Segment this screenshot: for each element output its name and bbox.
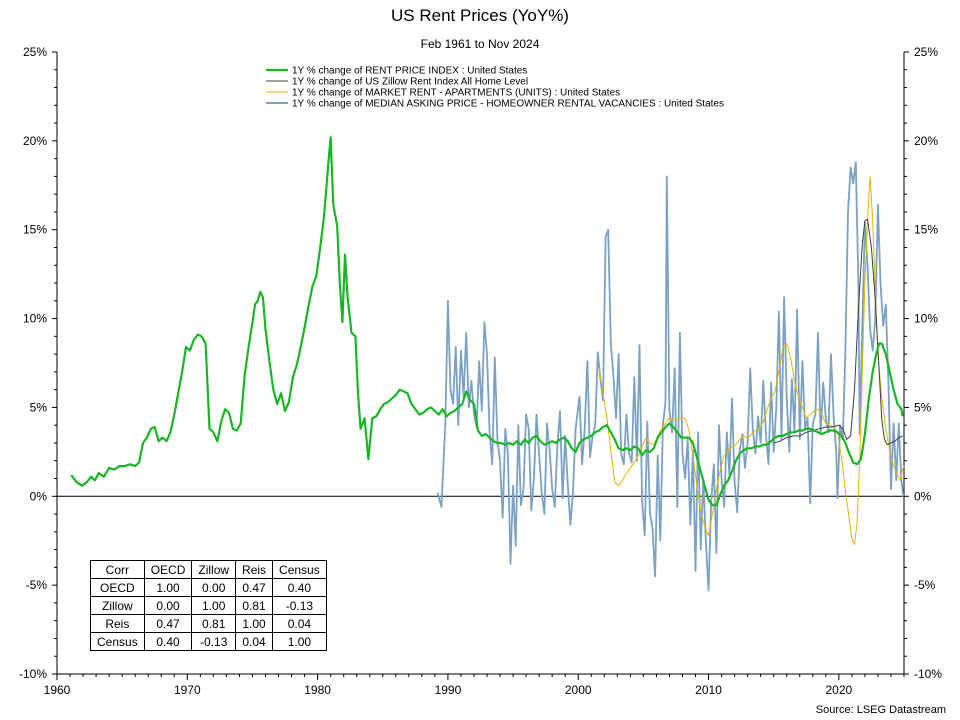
x-tick-label: 1980 — [304, 683, 331, 697]
chart-subtitle: Feb 1961 to Nov 2024 — [420, 37, 540, 51]
y-tick-label-right: 0% — [914, 489, 932, 503]
corr-cell: 0.00 — [191, 578, 237, 597]
legend-label: 1Y % change of RENT PRICE INDEX : United… — [292, 66, 527, 77]
corr-cell: 0.81 — [191, 614, 237, 633]
series-line-market-rent-apartments — [598, 175, 905, 545]
legend-label: 1Y % change of MEDIAN ASKING PRICE - HOM… — [292, 99, 724, 110]
y-tick-label-right: 5% — [914, 400, 932, 414]
corr-row: Reis 0.47 0.81 1.00 0.04 — [90, 614, 327, 633]
legend: 1Y % change of RENT PRICE INDEX : United… — [266, 66, 724, 110]
correlation-table: Corr OECD Zillow Reis Census OECD 1.00 0.00 0.47… — [90, 560, 327, 651]
y-tick-label-left: -5% — [26, 578, 48, 592]
axes: -10% -10% -5% -5% 0% 0% 5% 5% 10% 10% 15% 15% 20% 20%… — [19, 45, 942, 697]
legend-label: 1Y % change of US Zillow Rent Index All … — [292, 77, 528, 88]
series-lines — [70, 136, 905, 592]
corr-cell: Zillow — [90, 596, 145, 615]
corr-cell: 1.00 — [143, 578, 193, 597]
series-line-median-asking-price — [436, 161, 905, 592]
corr-header-cell: Reis — [235, 560, 274, 579]
series-line-rent-price-index — [70, 136, 904, 507]
y-tick-label-left: 25% — [23, 45, 47, 59]
y-tick-label-left: -10% — [19, 667, 47, 681]
y-tick-label-left: 0% — [30, 489, 48, 503]
corr-cell: -0.13 — [272, 596, 327, 615]
x-tick-label: 1960 — [44, 683, 71, 697]
corr-cell: Reis — [90, 614, 145, 633]
corr-header-cell: OECD — [143, 560, 193, 579]
corr-cell: OECD — [90, 578, 145, 597]
x-tick-label: 2010 — [695, 683, 722, 697]
corr-header-cell: Corr — [90, 560, 145, 579]
corr-row: Zillow 0.00 1.00 0.81 -0.13 — [90, 596, 327, 615]
corr-cell: 0.47 — [143, 614, 193, 633]
legend-label: 1Y % change of MARKET RENT - APARTMENTS … — [292, 88, 620, 99]
corr-cell: 0.04 — [272, 614, 327, 633]
y-tick-label-left: 20% — [23, 134, 47, 148]
y-tick-label-left: 15% — [23, 223, 47, 237]
series-line-zillow — [773, 218, 903, 446]
y-tick-label-right: 25% — [914, 45, 938, 59]
y-tick-label-right: -5% — [914, 578, 936, 592]
corr-cell: 1.00 — [272, 632, 327, 651]
corr-header-row: Corr OECD Zillow Reis Census — [90, 560, 327, 579]
chart-title: US Rent Prices (YoY%) — [391, 6, 569, 25]
corr-cell: 1.00 — [235, 614, 274, 633]
corr-cell: -0.13 — [191, 632, 237, 651]
y-tick-label-right: 20% — [914, 134, 938, 148]
corr-header-cell: Census — [272, 560, 327, 579]
corr-cell: 0.47 — [235, 578, 274, 597]
y-tick-label-right: 15% — [914, 223, 938, 237]
y-tick-label-left: 5% — [30, 400, 48, 414]
y-tick-label-right: -10% — [914, 667, 942, 681]
x-tick-label: 2020 — [825, 683, 852, 697]
corr-cell: 0.04 — [235, 632, 274, 651]
x-tick-label: 1970 — [174, 683, 201, 697]
corr-row: Census 0.40 -0.13 0.04 1.00 — [90, 632, 327, 651]
y-tick-label-left: 10% — [23, 312, 47, 326]
corr-row: OECD 1.00 0.00 0.47 0.40 — [90, 578, 327, 597]
corr-cell: 0.81 — [235, 596, 274, 615]
corr-cell: 0.00 — [143, 596, 193, 615]
corr-cell: Census — [90, 632, 145, 651]
corr-cell: 0.40 — [272, 578, 327, 597]
corr-cell: 1.00 — [191, 596, 237, 615]
x-tick-label: 1990 — [435, 683, 462, 697]
x-tick-label: 2000 — [565, 683, 592, 697]
y-tick-label-right: 10% — [914, 312, 938, 326]
corr-cell: 0.40 — [143, 632, 193, 651]
chart-source: Source: LSEG Datastream — [815, 704, 946, 716]
corr-header-cell: Zillow — [191, 560, 237, 579]
